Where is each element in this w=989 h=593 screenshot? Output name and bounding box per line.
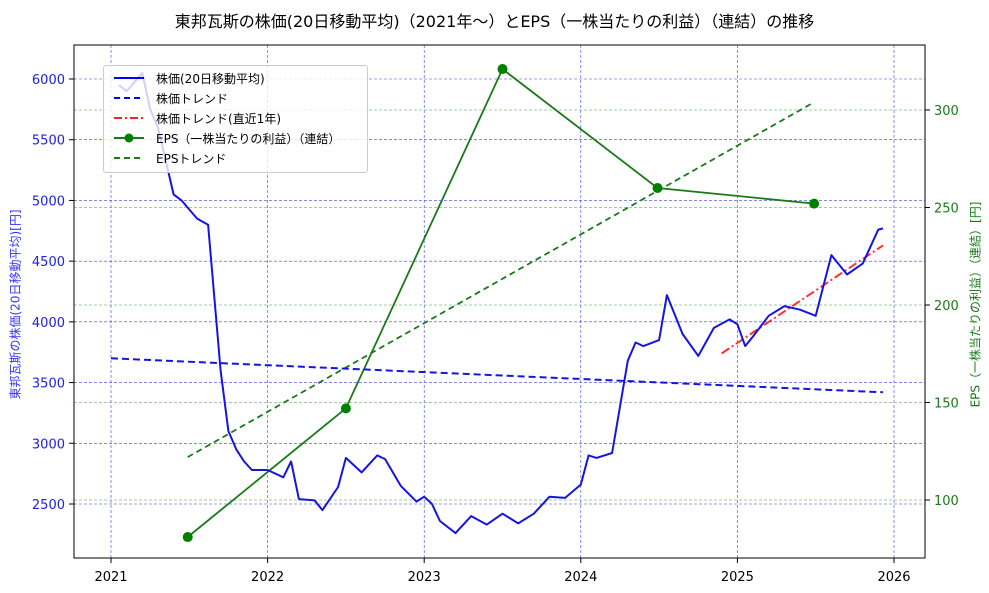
right-tick-label: 150: [934, 397, 959, 412]
eps-marker: [182, 532, 193, 543]
series-layer: [110, 64, 884, 543]
eps-marker: [340, 403, 351, 414]
left-tick-label: 4500: [32, 255, 65, 270]
series-line: [721, 244, 884, 355]
left-tick-label: 3000: [32, 437, 65, 452]
right-axis-label: EPS（一株当たりの利益）（連結）[円]: [968, 201, 983, 408]
left-tick-label: 6000: [32, 73, 65, 88]
chart-title: 東邦瓦斯の株価(20日移動平均)（2021年〜）とEPS（一株当たりの利益）（連…: [174, 12, 815, 31]
series-line: [118, 71, 884, 535]
left-tick-label: 4000: [32, 316, 65, 331]
plot-frame: [73, 44, 926, 559]
x-tick-label: 2026: [877, 570, 910, 585]
eps-marker: [809, 198, 820, 209]
right-tick-label: 100: [934, 494, 959, 509]
x-tick-label: 2023: [408, 570, 441, 585]
legend-item-price-trend-recent: 株価トレンド(直近1年): [114, 111, 281, 126]
x-tick-label: 2021: [94, 570, 127, 585]
left-tick-label: 2500: [32, 498, 65, 513]
legend-item-price-trend: 株価トレンド: [114, 91, 229, 106]
x-tick-label: 2022: [251, 570, 284, 585]
x-tick-label: 2024: [564, 570, 597, 585]
series-line: [110, 357, 884, 394]
x-tick-label: 2025: [721, 570, 754, 585]
left-tick-label: 5000: [32, 194, 65, 209]
axis-ticks: 2021 2022 2023 2024 2025 2026 2500 3000 3500 4000…: [32, 73, 959, 585]
legend: 株価(20日移動平均) 株価トレンド 株価トレンド(直近1年) EPS（一株当た…: [103, 65, 368, 173]
eps-marker: [652, 183, 663, 193]
eps-marker: [497, 64, 508, 75]
right-tick-label: 300: [934, 104, 959, 119]
left-axis-label: 東邦瓦斯の株価(20日移動平均)[円]: [8, 209, 23, 400]
right-tick-label: 250: [934, 202, 959, 217]
legend-item-eps: EPS（一株当たりの利益）（連結）: [112, 128, 340, 148]
right-tick-label: 200: [934, 299, 959, 314]
legend-item-eps-trend: EPSトレンド: [114, 151, 227, 166]
legend-item-price: 株価(20日移動平均): [114, 71, 265, 86]
left-tick-label: 3500: [32, 377, 65, 392]
left-tick-label: 5500: [32, 134, 65, 149]
